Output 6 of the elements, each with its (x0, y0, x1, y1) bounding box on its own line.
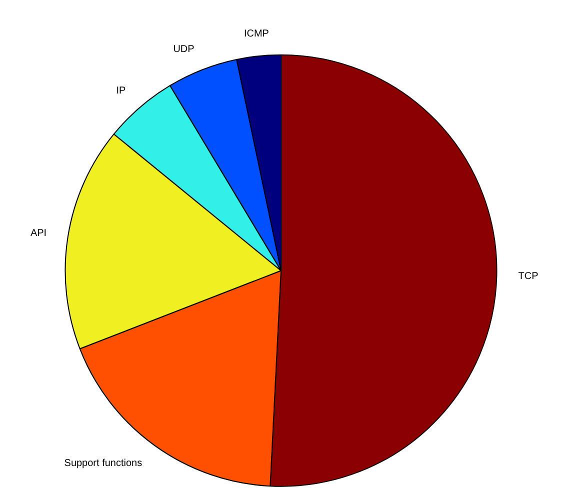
slice-label: Support functions (64, 458, 142, 469)
slice-label: TCP (518, 271, 539, 282)
slice-label: ICMP (244, 28, 270, 40)
slice-label: UDP (173, 44, 195, 55)
slice-label: API (30, 228, 47, 239)
slice-label: IP (116, 85, 126, 96)
